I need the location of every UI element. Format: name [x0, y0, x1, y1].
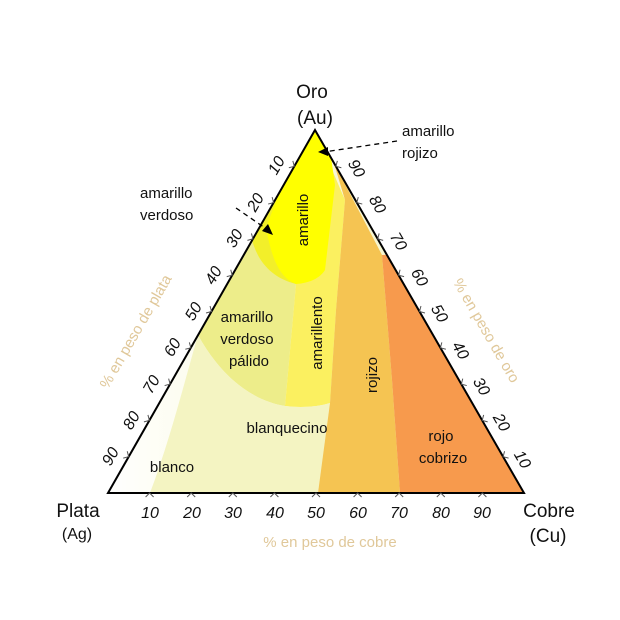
axis-title-right: % en peso de oro — [449, 276, 523, 386]
label-blanco: blanco — [150, 459, 194, 476]
axis-title-bottom: % en peso de cobre — [263, 534, 396, 551]
right-tick-label: 10 — [510, 448, 534, 472]
bottom-tick-mark — [394, 492, 404, 498]
left-tick-label: 40 — [202, 264, 226, 288]
pointer-amarillo-rojizo — [323, 140, 398, 153]
bottom-tick-labels: 10 20 30 40 50 60 70 80 90 — [141, 505, 491, 522]
left-tick-mark — [247, 233, 254, 241]
vertex-right-name: Cobre — [523, 501, 575, 522]
bottom-tick-label: 80 — [432, 505, 450, 522]
tick-marks — [123, 160, 509, 498]
left-tick-mark — [288, 160, 295, 169]
label-rojizo: rojizo — [364, 357, 381, 393]
bottom-tick-mark — [186, 492, 196, 498]
label-amarillento: amarillento — [309, 296, 326, 369]
right-tick-mark — [502, 451, 509, 459]
bottom-tick-mark — [145, 492, 154, 498]
right-tick-mark — [460, 378, 467, 387]
left-tick-labels: 10 20 30 40 50 60 70 80 90 — [99, 154, 289, 469]
left-tick-label: 30 — [223, 227, 247, 251]
right-tick-mark — [377, 233, 384, 241]
bottom-tick-label: 40 — [266, 505, 284, 522]
right-tick-mark — [439, 342, 446, 350]
right-tick-label: 90 — [344, 157, 368, 181]
vertex-left-name: Plata — [56, 501, 100, 522]
left-tick-mark — [205, 305, 213, 314]
left-tick-mark — [185, 342, 192, 350]
label-amarillo-rojizo: amarillo rojizo — [402, 123, 459, 162]
right-tick-label: 30 — [469, 375, 493, 399]
right-tick-label: 60 — [407, 266, 431, 290]
pointer-amarillo-rojizo-arrow — [318, 147, 328, 156]
label-rojo-cobrizo: rojo cobrizo — [419, 428, 467, 467]
label-amarillo: amarillo — [295, 194, 312, 247]
left-tick-mark — [164, 378, 171, 387]
left-tick-label: 10 — [265, 154, 289, 178]
region-rojizo — [315, 130, 400, 493]
left-tick-label: 80 — [120, 409, 144, 433]
bottom-tick-mark — [436, 492, 446, 498]
left-tick-label: 20 — [244, 191, 268, 216]
right-tick-label: 50 — [427, 302, 451, 326]
bottom-tick-label: 90 — [473, 505, 491, 522]
bottom-tick-label: 50 — [307, 505, 325, 522]
label-blanquecino: blanquecino — [247, 420, 328, 437]
bottom-tick-mark — [311, 492, 321, 498]
left-tick-mark — [123, 451, 130, 459]
vertex-right-symbol: (Cu) — [530, 526, 567, 547]
right-tick-label: 40 — [448, 339, 472, 363]
left-tick-mark — [268, 197, 275, 205]
bottom-tick-label: 30 — [224, 505, 242, 522]
region-blanquecino — [150, 335, 330, 493]
pointer-amarillo-verdoso-arrow — [262, 224, 273, 235]
vertex-top-name: Oro — [296, 82, 328, 103]
right-tick-mark — [418, 305, 426, 314]
left-tick-label: 50 — [182, 300, 206, 324]
bottom-tick-mark — [478, 492, 487, 498]
label-amarillo-verdoso-palido: amarillo verdoso pálido — [220, 309, 278, 370]
right-tick-label: 70 — [386, 230, 410, 254]
right-tick-label: 20 — [489, 410, 513, 435]
right-tick-mark — [481, 414, 488, 423]
right-tick-label: 80 — [365, 193, 389, 217]
left-tick-label: 60 — [161, 336, 185, 360]
right-tick-mark — [356, 197, 363, 205]
bottom-tick-mark — [353, 492, 362, 498]
bottom-tick-label: 70 — [390, 505, 408, 522]
axis-title-left: % en peso de plata — [97, 271, 176, 391]
right-tick-mark — [335, 160, 342, 169]
right-tick-mark — [397, 269, 405, 278]
label-amarillo-verdoso: amarillo verdoso — [140, 185, 197, 224]
bottom-tick-label: 10 — [141, 505, 159, 522]
left-tick-mark — [143, 414, 151, 423]
left-tick-mark — [226, 269, 233, 278]
left-tick-label: 70 — [140, 373, 164, 397]
bottom-tick-label: 20 — [182, 505, 201, 522]
region-amarillo — [266, 130, 335, 284]
bottom-tick-label: 60 — [349, 505, 367, 522]
vertex-top-symbol: (Au) — [297, 108, 333, 129]
bottom-tick-mark — [228, 492, 238, 498]
left-tick-label: 90 — [99, 445, 123, 469]
bottom-tick-mark — [270, 492, 279, 498]
pointer-amarillo-verdoso — [235, 207, 269, 231]
right-tick-labels: 90 80 70 60 50 40 30 20 10 — [344, 157, 534, 472]
vertex-left-symbol: (Ag) — [62, 526, 92, 543]
